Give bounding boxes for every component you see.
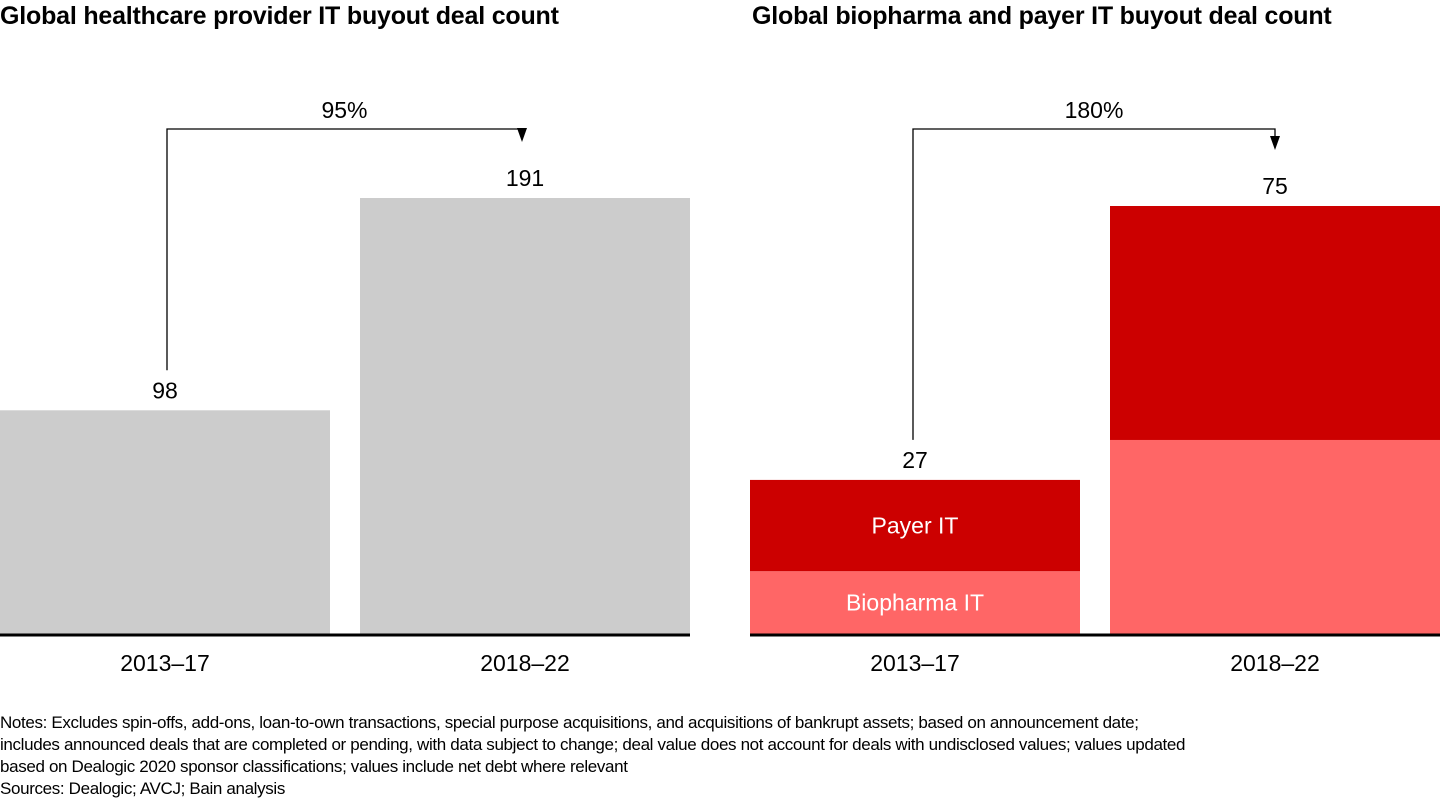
value-label: 27: [902, 447, 928, 473]
growth-annotation: 95%: [321, 97, 367, 123]
segment-label-payer-it: Payer IT: [872, 513, 959, 539]
notes-line-3: based on Dealogic 2020 sponsor classific…: [0, 757, 628, 776]
x-tick-label: 2013–17: [120, 650, 210, 676]
value-label: 191: [506, 165, 544, 191]
notes-line-1: Notes: Excludes spin-offs, add-ons, loan…: [0, 713, 1139, 732]
charts-canvas: 98 2013–17 191 2018–22 95% Biopharma IT Payer …: [0, 97, 1440, 676]
sources-line: Sources: Dealogic; AVCJ; Bain analysis: [0, 779, 285, 798]
x-tick-label: 2013–17: [870, 650, 960, 676]
bar-segment-payer-it-2013–17: [750, 479, 1080, 572]
x-tick-label: 2018–22: [1230, 650, 1320, 676]
bar-segment-biopharma-it-2013–17: [750, 571, 1080, 634]
bar-2013–17: [0, 410, 330, 634]
growth-bracket: [912, 128, 1276, 440]
bar-2018–22: [360, 198, 690, 634]
value-label: 98: [152, 377, 178, 403]
x-tick-label: 2018–22: [480, 650, 570, 676]
segment-label-biopharma-it: Biopharma IT: [846, 590, 984, 616]
notes-line-2: includes announced deals that are comple…: [0, 735, 1186, 754]
right-chart-title: Global biopharma and payer IT buyout dea…: [752, 2, 1332, 30]
bar-segment-biopharma-it-2018–22: [1110, 439, 1440, 634]
arrowhead-icon: [517, 128, 527, 142]
value-label: 75: [1262, 173, 1288, 199]
footnotes: Notes: Excludes spin-offs, add-ons, loan…: [0, 712, 1440, 800]
growth-annotation: 180%: [1065, 97, 1124, 123]
arrowhead-icon: [1270, 136, 1280, 150]
left-chart-title: Global healthcare provider IT buyout dea…: [0, 2, 559, 30]
bar-segment-payer-it-2018–22: [1110, 206, 1440, 440]
